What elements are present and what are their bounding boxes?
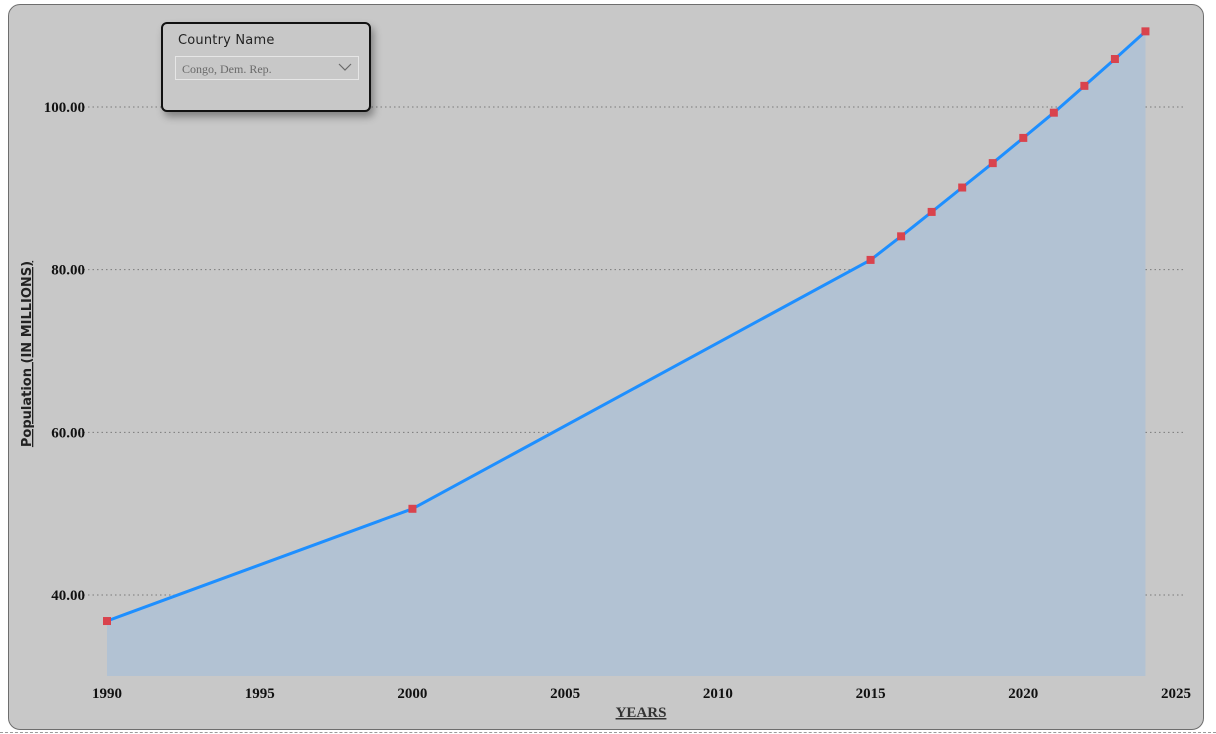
data-point[interactable]	[927, 207, 936, 216]
x-tick-label: 2025	[1161, 686, 1191, 702]
selected-country: Congo, Dem. Rep.	[182, 62, 272, 76]
slicer-title: Country Name	[178, 33, 275, 48]
x-tick-label: 2020	[1008, 686, 1038, 702]
country-slicer: Country Name Congo, Dem. Rep.	[161, 22, 371, 112]
chevron-down-icon[interactable]	[338, 62, 352, 72]
data-point[interactable]	[1019, 133, 1028, 142]
x-tick-label: 2015	[856, 686, 886, 702]
data-point[interactable]	[1080, 81, 1089, 90]
data-point[interactable]	[1110, 55, 1119, 64]
y-tick-label: 80.00	[51, 263, 85, 279]
x-tick-label: 1995	[245, 686, 275, 702]
data-point[interactable]	[1049, 108, 1058, 117]
data-point[interactable]	[866, 255, 875, 264]
y-tick-label: 40.00	[51, 588, 85, 604]
country-dropdown[interactable]: Congo, Dem. Rep.	[175, 56, 359, 80]
data-point[interactable]	[1141, 27, 1150, 36]
x-tick-label: 2010	[703, 686, 733, 702]
population-area-chart: 40.00 60.00 80.00 100.00 1990 1995 2000 2005 20…	[20, 27, 1191, 721]
data-point[interactable]	[988, 159, 997, 168]
y-axis-ticks: 40.00 60.00 80.00 100.00	[44, 100, 85, 604]
x-tick-label: 2005	[550, 686, 580, 702]
page-bottom-border	[0, 732, 1216, 733]
area-fill	[107, 31, 1146, 676]
y-tick-label: 100.00	[44, 100, 85, 116]
data-point[interactable]	[958, 183, 967, 192]
area-series	[106, 30, 1147, 676]
y-tick-label: 60.00	[51, 425, 85, 441]
visual-container: 40.00 60.00 80.00 100.00 1990 1995 2000 2005 20…	[8, 4, 1204, 730]
x-tick-label: 1990	[92, 686, 122, 702]
data-point[interactable]	[897, 232, 906, 241]
y-axis-label: Population (IN MILLIONS)	[20, 261, 35, 447]
x-tick-label: 2000	[397, 686, 427, 702]
x-axis-ticks: 1990 1995 2000 2005 2010 2015 2020 2025	[92, 686, 1191, 702]
x-axis-label: YEARS	[616, 705, 667, 721]
series-line	[106, 30, 1147, 623]
data-markers	[103, 27, 1150, 626]
data-point[interactable]	[103, 617, 111, 626]
data-point[interactable]	[408, 504, 417, 513]
